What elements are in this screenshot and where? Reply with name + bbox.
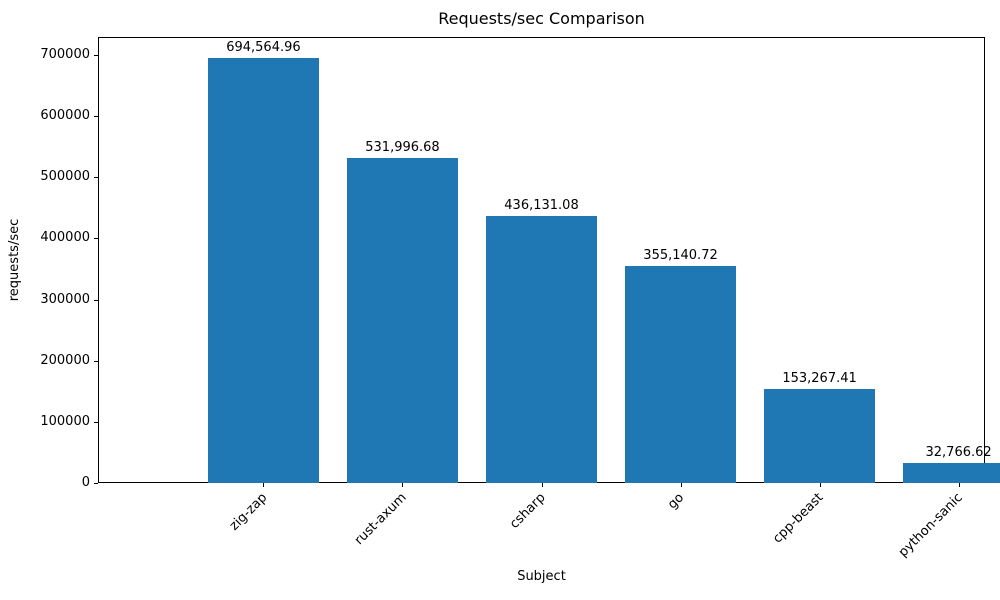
y-tick-label: 0 xyxy=(81,475,90,490)
y-tick-label: 700000 xyxy=(40,46,90,62)
x-tick-label: csharp xyxy=(506,490,549,532)
x-tick-label: python-sanic xyxy=(895,490,966,561)
x-tick-mark xyxy=(263,483,265,487)
bar-cpp-beast xyxy=(763,389,876,483)
x-tick-mark xyxy=(819,483,821,487)
x-tick-mark xyxy=(958,483,960,487)
bar-value-label: 153,267.41 xyxy=(782,371,857,387)
y-tick-mark xyxy=(94,177,98,179)
y-tick-mark xyxy=(94,421,98,423)
bar-zig-zap xyxy=(207,58,320,483)
y-tick-label: 500000 xyxy=(40,169,90,185)
y-tick-mark xyxy=(94,360,98,362)
y-tick-mark xyxy=(94,54,98,56)
y-tick-mark xyxy=(94,483,98,484)
bar-go xyxy=(624,265,737,483)
bar-csharp xyxy=(485,216,598,483)
x-tick-mark xyxy=(402,483,404,487)
y-tick-mark xyxy=(94,116,98,118)
x-tick-mark xyxy=(541,483,543,487)
y-tick-label: 600000 xyxy=(40,108,90,124)
bar-value-label: 436,131.08 xyxy=(504,198,579,214)
bar-value-label: 32,766.62 xyxy=(925,444,992,460)
bar-rust-axum xyxy=(346,157,459,483)
y-tick-mark xyxy=(94,238,98,240)
chart-title: Requests/sec Comparison xyxy=(438,9,645,28)
y-tick-label: 100000 xyxy=(40,413,90,429)
bar-value-label: 531,996.68 xyxy=(365,139,440,155)
x-tick-label: zig-zap xyxy=(226,490,271,534)
y-tick-label: 400000 xyxy=(40,230,90,246)
x-tick-label: go xyxy=(665,490,688,513)
y-tick-label: 300000 xyxy=(40,291,90,307)
y-tick-label: 200000 xyxy=(40,352,90,368)
bar-value-label: 355,140.72 xyxy=(643,247,718,263)
x-tick-label: cpp-beast xyxy=(770,490,827,547)
bar-value-label: 694,564.96 xyxy=(226,40,301,56)
x-axis-label: Subject xyxy=(517,569,566,584)
y-tick-mark xyxy=(94,299,98,301)
x-tick-label: rust-axum xyxy=(351,490,410,549)
bar-python-sanic xyxy=(902,462,1000,483)
x-tick-mark xyxy=(680,483,682,487)
